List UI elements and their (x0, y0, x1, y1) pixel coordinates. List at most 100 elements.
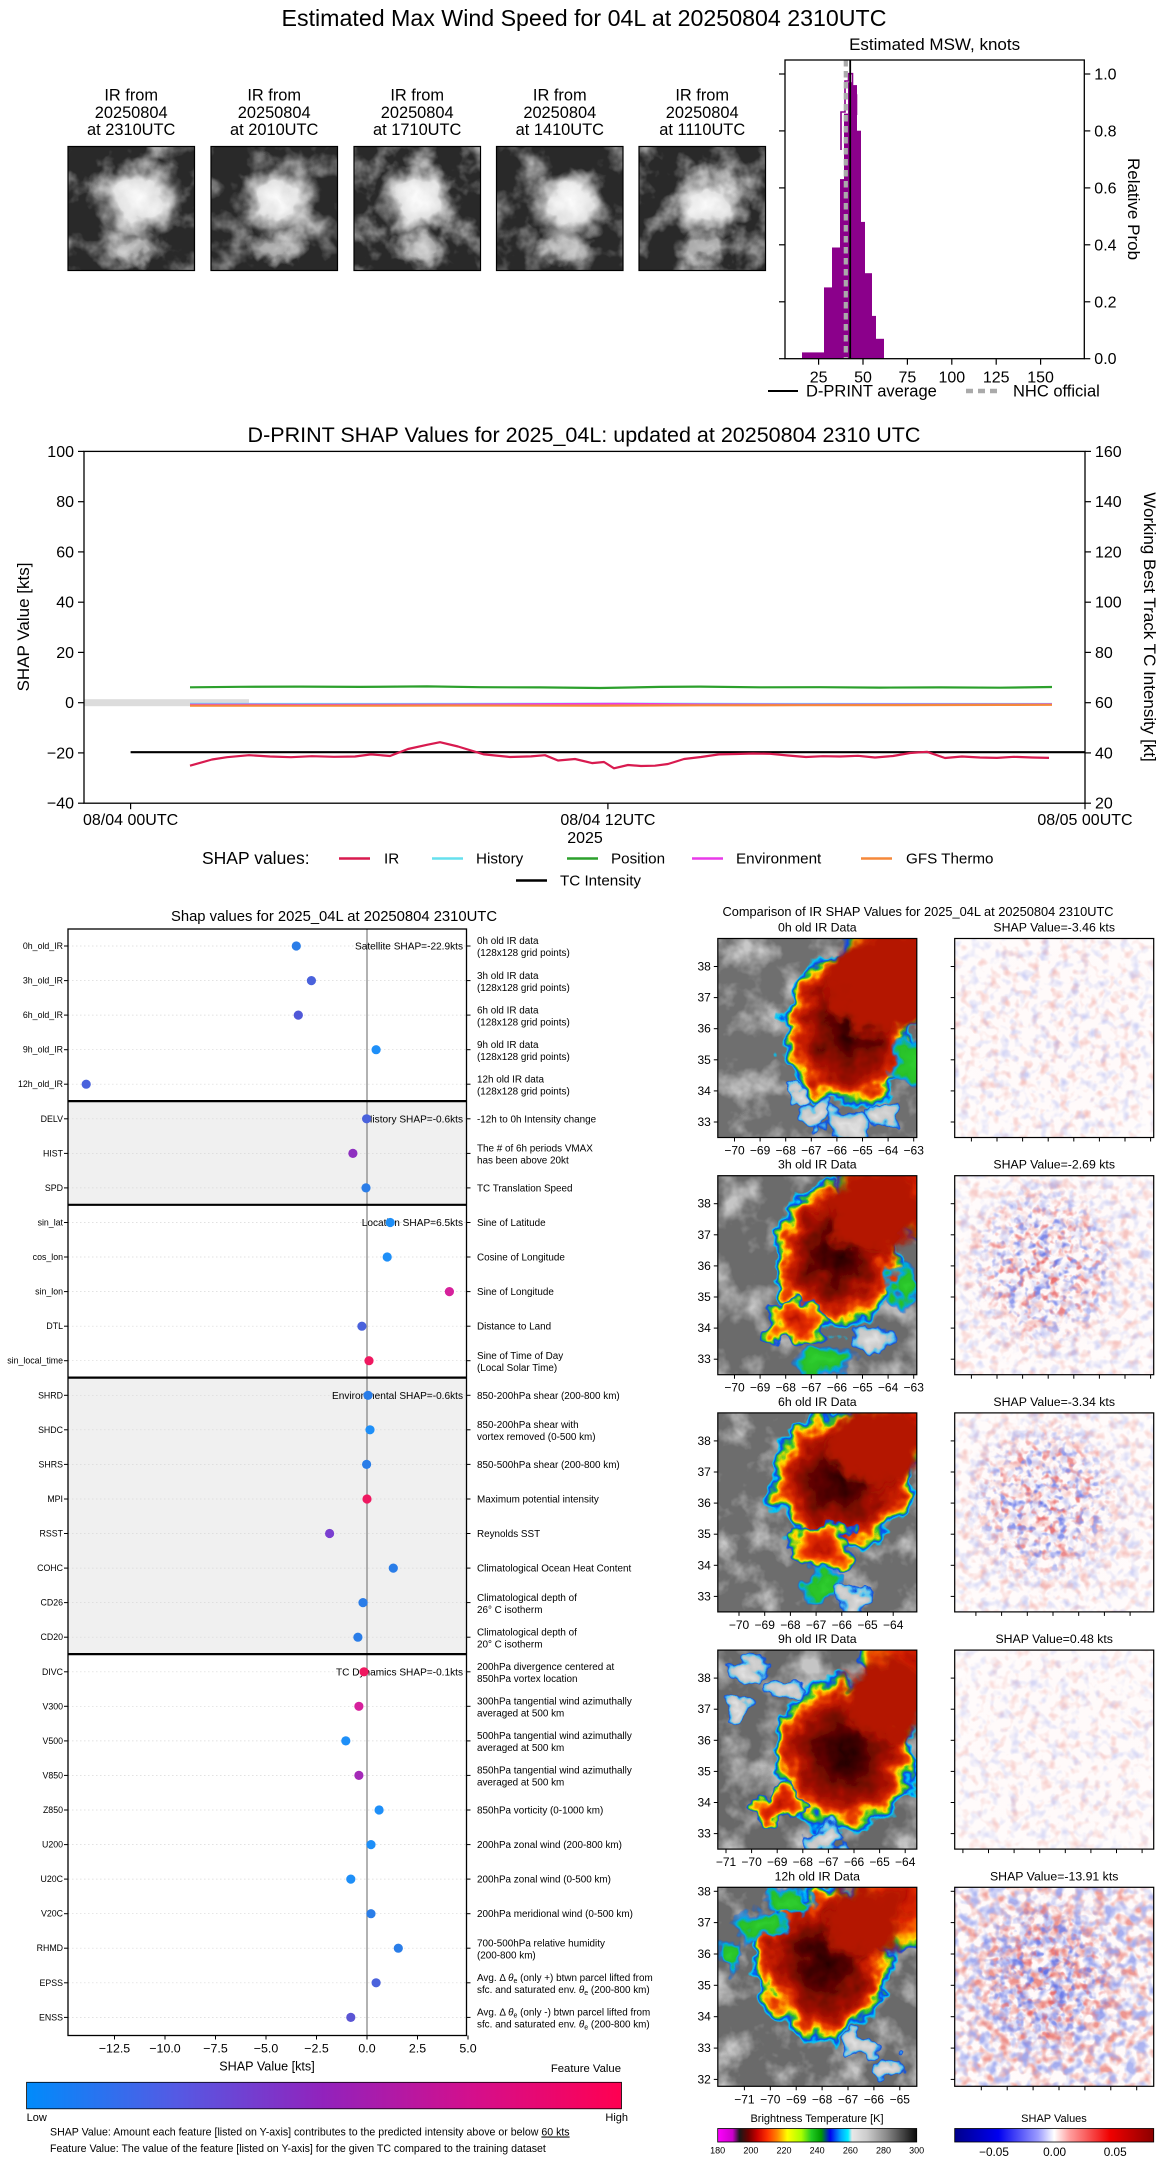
svg-text:Cosine of Longitude: Cosine of Longitude (477, 1253, 565, 1264)
svg-text:−2.5: −2.5 (304, 2042, 329, 2056)
svg-text:High: High (605, 2112, 628, 2124)
svg-text:280: 280 (876, 2146, 891, 2156)
svg-text:−67: −67 (838, 2092, 859, 2106)
svg-text:−71: −71 (716, 1855, 737, 1869)
svg-text:at 1710UTC: at 1710UTC (373, 121, 462, 139)
svg-text:HIST: HIST (43, 1148, 64, 1158)
svg-text:20250804: 20250804 (95, 104, 168, 122)
svg-text:20250804: 20250804 (381, 104, 454, 122)
svg-text:80: 80 (56, 494, 74, 511)
svg-text:35: 35 (697, 1764, 711, 1778)
svg-text:Position: Position (611, 851, 665, 868)
svg-text:at 2310UTC: at 2310UTC (87, 121, 176, 139)
svg-text:−40: −40 (47, 796, 74, 813)
svg-text:0.00: 0.00 (1043, 2145, 1066, 2158)
svg-text:GFS Thermo: GFS Thermo (906, 851, 994, 868)
svg-text:has been above 20kt: has been above 20kt (477, 1156, 569, 1167)
svg-text:V20C: V20C (41, 1909, 64, 1919)
svg-text:Estimated MSW, knots: Estimated MSW, knots (849, 35, 1020, 54)
svg-text:V500: V500 (42, 1736, 63, 1746)
svg-text:200: 200 (743, 2146, 758, 2156)
svg-text:140: 140 (1095, 494, 1122, 511)
svg-text:at 2010UTC: at 2010UTC (230, 121, 319, 139)
svg-text:IR from: IR from (104, 87, 158, 105)
svg-text:36: 36 (697, 1259, 711, 1273)
svg-text:−5.0: −5.0 (254, 2042, 279, 2056)
svg-text:25: 25 (810, 370, 828, 387)
svg-text:33: 33 (697, 2041, 711, 2055)
svg-text:100: 100 (938, 370, 965, 387)
svg-text:200hPa zonal wind (0-500 km): 200hPa zonal wind (0-500 km) (477, 1875, 611, 1886)
svg-text:sin_local_time: sin_local_time (7, 1356, 63, 1366)
svg-text:0.2: 0.2 (1094, 294, 1116, 311)
svg-text:Reynolds SST: Reynolds SST (477, 1529, 540, 1540)
svg-text:(128x128 grid points): (128x128 grid points) (477, 1017, 570, 1028)
svg-text:Climatological depth of: Climatological depth of (477, 1593, 577, 1604)
svg-text:300: 300 (909, 2146, 924, 2156)
svg-text:averaged at 500 km: averaged at 500 km (477, 1743, 564, 1754)
svg-text:0.4: 0.4 (1094, 237, 1116, 254)
svg-text:20250804: 20250804 (666, 104, 739, 122)
svg-text:Sine of Longitude: Sine of Longitude (477, 1287, 554, 1298)
svg-text:40: 40 (56, 595, 74, 612)
svg-text:−65: −65 (857, 1618, 878, 1632)
svg-text:at 1110UTC: at 1110UTC (659, 121, 745, 139)
svg-text:U20C: U20C (41, 1874, 64, 1884)
svg-text:Feature Value: The value of th: Feature Value: The value of the feature … (50, 2143, 546, 2155)
svg-text:−10.0: −10.0 (149, 2042, 180, 2056)
svg-text:-12h to 0h Intensity change: -12h to 0h Intensity change (477, 1114, 597, 1125)
svg-text:Avg. Δ θe (only -) btwn parcel: Avg. Δ θe (only -) btwn parcel lifted fr… (477, 2008, 650, 2020)
svg-text:Shap values for 2025_04L at 20: Shap values for 2025_04L at 20250804 231… (171, 909, 497, 925)
svg-text:DTL: DTL (46, 1321, 63, 1331)
svg-text:−69: −69 (750, 1144, 771, 1158)
svg-text:SHAP Value [kts]: SHAP Value [kts] (14, 563, 33, 692)
svg-text:Working Best Track TC Intensit: Working Best Track TC Intensity [kt] (1140, 492, 1159, 762)
svg-text:(Local Solar Time): (Local Solar Time) (477, 1363, 557, 1374)
svg-text:34: 34 (697, 1796, 711, 1810)
svg-text:TC Translation Speed: TC Translation Speed (477, 1183, 573, 1194)
svg-text:sin_lat: sin_lat (38, 1218, 64, 1228)
svg-text:200hPa divergence centered at: 200hPa divergence centered at (477, 1662, 615, 1673)
svg-text:08/05 00UTC: 08/05 00UTC (1037, 812, 1132, 829)
svg-text:Environment: Environment (736, 851, 822, 868)
svg-text:34: 34 (697, 1558, 711, 1572)
svg-text:35: 35 (697, 1290, 711, 1304)
svg-text:SHAP values:: SHAP values: (202, 848, 310, 868)
svg-text:−67: −67 (818, 1855, 839, 1869)
svg-text:9h old IR Data: 9h old IR Data (778, 1632, 857, 1646)
svg-text:SHRD: SHRD (38, 1390, 63, 1400)
svg-text:MPI: MPI (47, 1494, 63, 1504)
svg-text:37: 37 (697, 1916, 711, 1930)
svg-text:SHRS: SHRS (39, 1459, 64, 1469)
svg-text:200hPa meridional wind (0-500: 200hPa meridional wind (0-500 km) (477, 1909, 633, 1920)
svg-text:20: 20 (1095, 796, 1113, 813)
svg-text:TC Intensity: TC Intensity (560, 873, 641, 890)
svg-text:34: 34 (697, 1084, 711, 1098)
svg-text:RSST: RSST (40, 1529, 64, 1539)
svg-text:34: 34 (697, 1321, 711, 1335)
svg-text:0.0: 0.0 (1094, 351, 1116, 368)
svg-text:08/04 12UTC: 08/04 12UTC (560, 812, 655, 829)
svg-text:20250804: 20250804 (238, 104, 311, 122)
svg-text:Low: Low (27, 2112, 47, 2124)
svg-text:U200: U200 (42, 1840, 63, 1850)
svg-text:cos_lon: cos_lon (33, 1252, 63, 1262)
svg-text:averaged at 500 km: averaged at 500 km (477, 1709, 564, 1720)
svg-text:IR from: IR from (390, 87, 444, 105)
svg-text:sfc. and saturated env. θe (20: sfc. and saturated env. θe (200-800 km) (477, 1985, 650, 1997)
svg-text:SHAP Value [kts]: SHAP Value [kts] (219, 2060, 314, 2074)
svg-text:9h old IR data: 9h old IR data (477, 1040, 539, 1051)
svg-text:History: History (476, 851, 524, 868)
svg-text:220: 220 (776, 2146, 791, 2156)
svg-text:20: 20 (56, 645, 74, 662)
svg-text:SHAP Value: Amount each featur: SHAP Value: Amount each feature [listed … (50, 2127, 570, 2139)
svg-text:850-500hPa shear (200-800 km): 850-500hPa shear (200-800 km) (477, 1460, 620, 1471)
svg-text:38: 38 (697, 960, 711, 974)
svg-text:(128x128 grid points): (128x128 grid points) (477, 1052, 570, 1063)
svg-text:−20: −20 (47, 745, 74, 762)
svg-text:160: 160 (1095, 444, 1122, 461)
svg-text:ENSS: ENSS (39, 2012, 63, 2022)
svg-text:−63: −63 (904, 1144, 925, 1158)
svg-text:−70: −70 (724, 1144, 745, 1158)
svg-text:20250804: 20250804 (523, 104, 596, 122)
